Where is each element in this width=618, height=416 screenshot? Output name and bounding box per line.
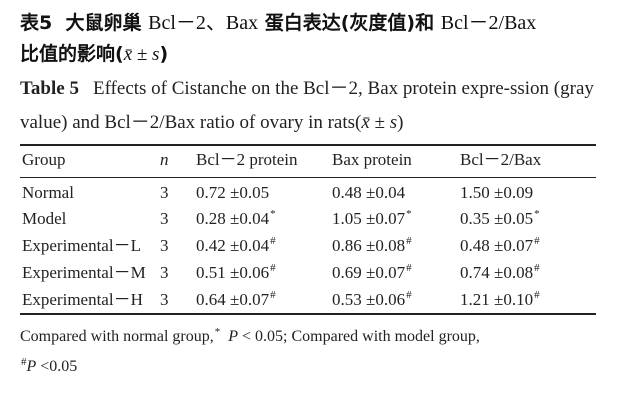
footnote-p: P xyxy=(26,358,37,375)
header-bcl2: Bcl－2 protein xyxy=(196,150,298,169)
caption-label: 表5 xyxy=(20,12,53,34)
english-caption-label: Table 5 xyxy=(20,78,79,99)
cell-n: 3 xyxy=(160,183,169,202)
cell-mark: # xyxy=(534,235,540,248)
table-row: Model 3 0.28 ±0.04* 1.05 ±0.07* 0.35 ±0.… xyxy=(0,208,618,232)
cell-bcl2: 0.42 ±0.04# xyxy=(196,235,276,255)
footnote-mark: # xyxy=(21,355,27,368)
cell-mark: # xyxy=(406,235,412,248)
cell-mark: # xyxy=(406,289,412,302)
cell-bax: 1.05 ±0.07* xyxy=(332,208,412,228)
table-bottom-rule xyxy=(20,313,596,315)
cell-bax: 0.86 ±0.08# xyxy=(332,235,412,255)
english-caption-close: ) xyxy=(397,112,404,133)
footnote-p: P xyxy=(228,328,239,345)
cell-ratio: 1.50 ±0.09 xyxy=(460,183,534,202)
footnote-line-1: Compared with normal group,* P < 0.05; C… xyxy=(20,326,600,348)
english-caption: Table 5 Effects of Cistanche on the Bcl－2… xyxy=(20,72,600,140)
cell-bcl2: 0.28 ±0.04* xyxy=(196,208,276,228)
english-caption-meansd: x̄ ± s xyxy=(361,112,398,133)
caption-close: ) xyxy=(159,43,169,65)
cell-ratio: 0.35 ±0.05* xyxy=(460,208,540,228)
caption-ratio: Bcl－2/Bax xyxy=(440,12,537,34)
cell-bcl2: 0.51 ±0.06# xyxy=(196,262,276,282)
cell-bcl2: 0.64 ±0.07# xyxy=(196,289,276,309)
cell-mark: # xyxy=(534,289,540,302)
table-row: Experimental－L 3 0.42 ±0.04# 0.86 ±0.08#… xyxy=(0,235,618,259)
cell-mark: # xyxy=(270,262,276,275)
caption-text: 大鼠卵巢 xyxy=(65,12,142,34)
footnote-mark: * xyxy=(214,325,221,338)
cell-ratio: 0.74 ±0.08# xyxy=(460,262,540,282)
cell-mark: # xyxy=(534,262,540,275)
cell-group: Normal xyxy=(22,183,74,202)
caption-text-3: 比值的影响( xyxy=(20,43,124,65)
cell-bax: 0.53 ±0.06# xyxy=(332,289,412,309)
footnote-line-2: #P <0.05 xyxy=(20,356,600,378)
cell-bax: 0.48 ±0.04 xyxy=(332,183,406,202)
cell-bcl2: 0.72 ±0.05 xyxy=(196,183,270,202)
footnote-text: <0.05 xyxy=(40,358,78,375)
table-row: Experimental－H 3 0.64 ±0.07# 0.53 ±0.06#… xyxy=(0,289,618,313)
cell-mark: * xyxy=(270,208,276,221)
cell-n: 3 xyxy=(160,209,169,228)
footnote-text: < 0.05; Compared with model group, xyxy=(242,328,480,345)
cell-n: 3 xyxy=(160,290,169,309)
cell-ratio: 1.21 ±0.10# xyxy=(460,289,540,309)
caption-meansd: x̄ ± s xyxy=(123,44,160,65)
footnote-text: Compared with normal group, xyxy=(20,328,214,345)
cell-ratio: 0.48 ±0.07# xyxy=(460,235,540,255)
cell-mark: * xyxy=(406,208,412,221)
cell-mark: # xyxy=(270,235,276,248)
cell-n: 3 xyxy=(160,236,169,255)
cell-group: Model xyxy=(22,209,67,228)
chinese-caption: 表5 大鼠卵巢 Bcl－2、Bax 蛋白表达(灰度值)和 Bcl－2/Bax 比… xyxy=(20,8,610,70)
cell-mark: # xyxy=(270,289,276,302)
caption-proteins: Bcl－2、Bax xyxy=(148,12,259,34)
header-bax: Bax protein xyxy=(332,150,412,169)
header-n: n xyxy=(160,150,169,169)
cell-group: Experimental－L xyxy=(22,236,141,255)
cell-group: Experimental－H xyxy=(22,290,143,309)
table-row: Experimental－M 3 0.51 ±0.06# 0.69 ±0.07#… xyxy=(0,262,618,286)
table-row: Normal 3 0.72 ±0.05 0.48 ±0.04 1.50 ±0.0… xyxy=(0,182,618,206)
table-header-rule xyxy=(20,177,596,178)
cell-group: Experimental－M xyxy=(22,263,146,282)
caption-text-2: 蛋白表达(灰度值)和 xyxy=(264,12,435,34)
cell-bax: 0.69 ±0.07# xyxy=(332,262,412,282)
table-top-rule xyxy=(20,144,596,146)
header-ratio: Bcl－2/Bax xyxy=(460,150,542,169)
header-group: Group xyxy=(22,150,66,169)
cell-mark: * xyxy=(534,208,540,221)
cell-mark: # xyxy=(406,262,412,275)
cell-n: 3 xyxy=(160,263,169,282)
english-caption-text: Effects of Cistanche on the Bcl－2, Bax p… xyxy=(20,78,594,133)
